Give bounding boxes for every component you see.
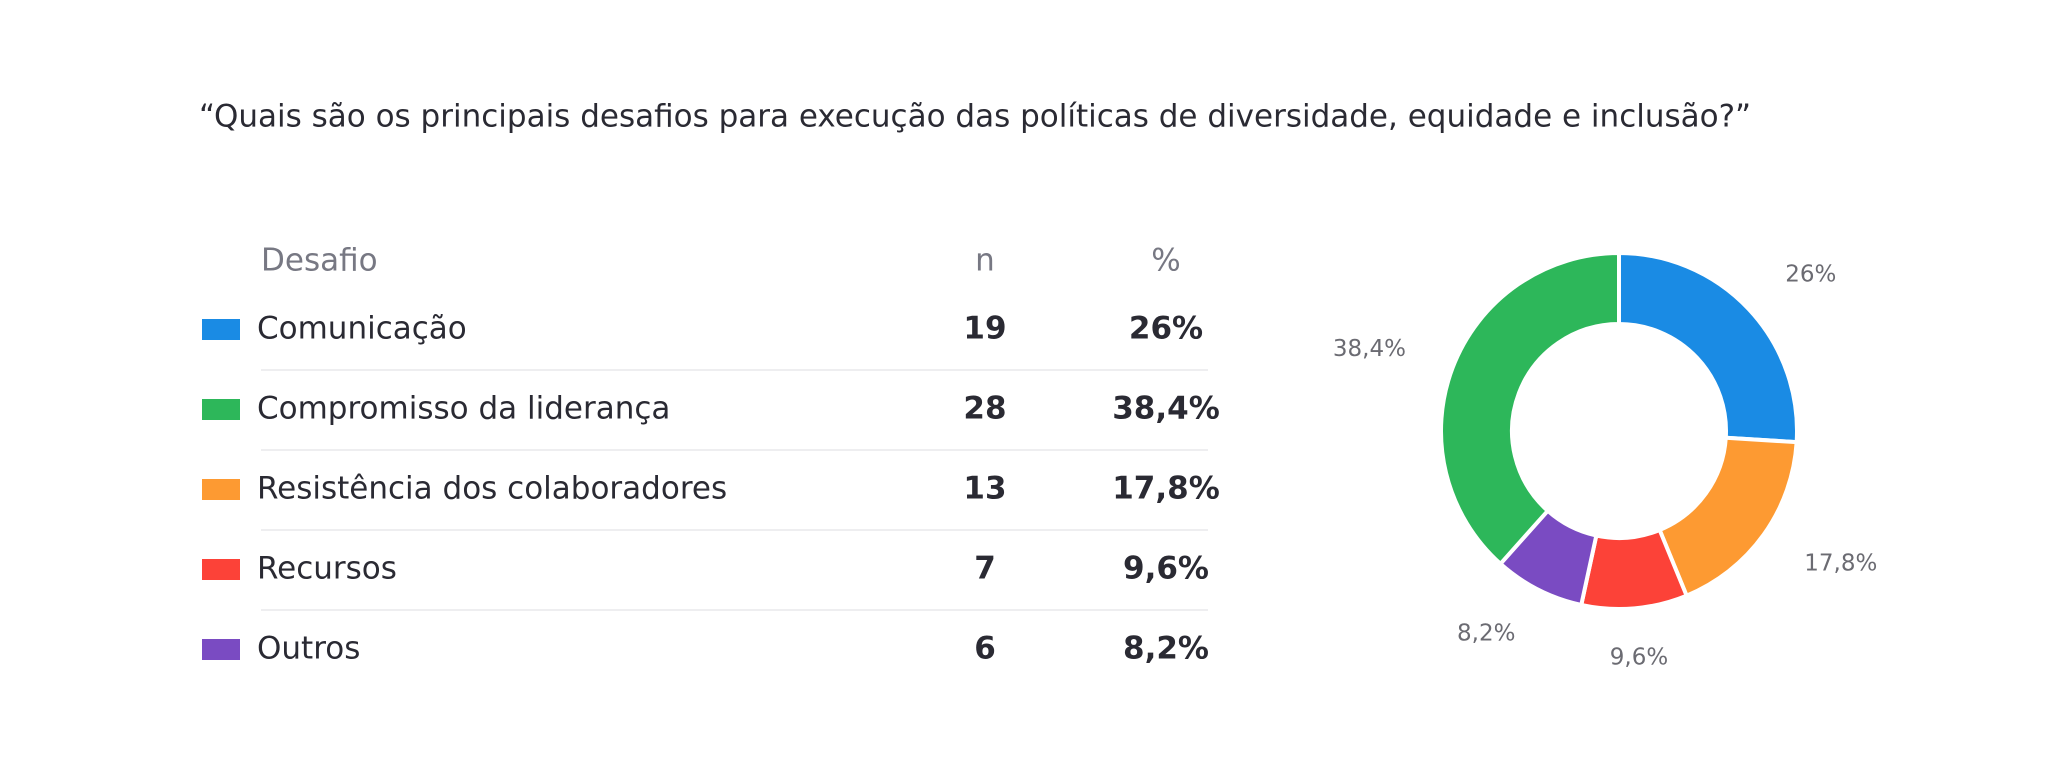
row-count: 28 bbox=[963, 391, 1006, 427]
table-header: % bbox=[1151, 243, 1180, 279]
table-header: Desafio bbox=[261, 243, 378, 279]
slice-label: 17,8% bbox=[1804, 550, 1877, 576]
slice-label: 8,2% bbox=[1457, 621, 1515, 647]
legend-swatch bbox=[202, 399, 240, 420]
title: “Quais são os principais desafios para e… bbox=[199, 99, 1751, 135]
row-label: Outros bbox=[257, 631, 360, 667]
row-label: Comunicação bbox=[257, 311, 467, 347]
table-header: n bbox=[975, 243, 995, 279]
row-label: Resistência dos colaboradores bbox=[257, 471, 727, 507]
row-label: Compromisso da liderança bbox=[257, 391, 670, 427]
row-percent: 17,8% bbox=[1112, 471, 1220, 507]
row-count: 6 bbox=[974, 631, 996, 667]
slice-label: 26% bbox=[1785, 261, 1836, 287]
row-label: Recursos bbox=[257, 551, 397, 587]
row-percent: 38,4% bbox=[1112, 391, 1220, 427]
row-count: 19 bbox=[963, 311, 1006, 347]
donut-slice bbox=[1439, 250, 1621, 567]
legend-swatch bbox=[202, 639, 240, 660]
row-percent: 8,2% bbox=[1123, 631, 1209, 667]
donut-slice bbox=[1617, 250, 1799, 445]
row-percent: 26% bbox=[1129, 311, 1203, 347]
legend-swatch bbox=[202, 559, 240, 580]
row-count: 13 bbox=[963, 471, 1006, 507]
legend-swatch bbox=[202, 319, 240, 340]
row-count: 7 bbox=[974, 551, 996, 587]
legend-swatch bbox=[202, 479, 240, 500]
slice-label: 38,4% bbox=[1333, 336, 1406, 362]
row-percent: 9,6% bbox=[1123, 551, 1209, 587]
slice-label: 9,6% bbox=[1610, 645, 1668, 671]
